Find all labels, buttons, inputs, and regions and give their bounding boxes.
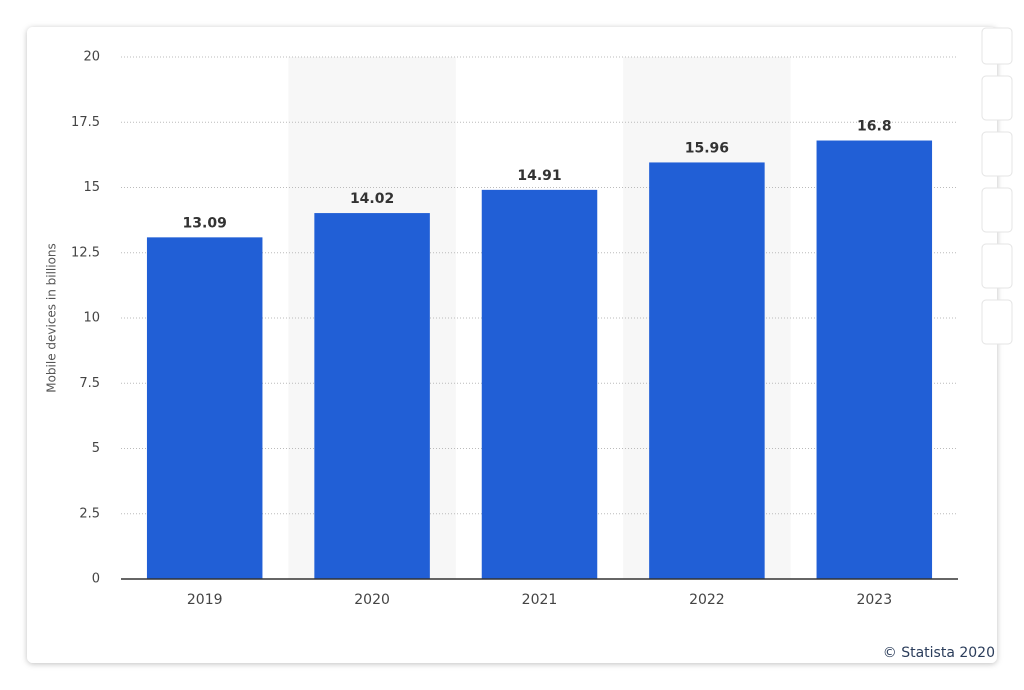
y-tick-label: 17.5 [71,115,100,130]
x-tick-label: 2020 [354,592,390,608]
side-button[interactable] [981,243,1013,289]
credit[interactable]: © Statista 2020 [883,645,995,661]
y-axis-label: Mobile devices in billions [45,243,59,393]
side-buttons [981,27,1013,345]
value-label: 14.91 [517,168,561,184]
value-label: 16.8 [857,119,892,135]
bar [146,237,263,579]
side-button[interactable] [981,187,1013,233]
bar [314,213,430,579]
y-tick-label: 7.5 [79,376,100,391]
x-tick-label: 2023 [856,592,892,608]
value-label: 15.96 [685,140,729,156]
bar [649,162,765,579]
x-tick-label: 2022 [689,592,725,608]
x-tick-label: 2019 [187,592,223,608]
bar [816,140,933,579]
side-button[interactable] [981,75,1013,121]
side-button[interactable] [981,131,1013,177]
side-button[interactable] [981,27,1013,65]
y-tick-label: 2.5 [79,506,100,521]
value-label: 14.02 [350,191,394,207]
x-tick-label: 2021 [522,592,558,608]
y-tick-label: 0 [92,572,100,587]
bar [481,189,598,579]
y-tick-label: 5 [92,441,100,456]
value-label: 13.09 [183,215,227,231]
y-tick-label: 15 [83,180,100,195]
y-tick-label: 12.5 [71,245,100,260]
side-button[interactable] [981,299,1013,345]
y-tick-label: 20 [83,50,100,65]
y-tick-label: 10 [83,311,100,326]
